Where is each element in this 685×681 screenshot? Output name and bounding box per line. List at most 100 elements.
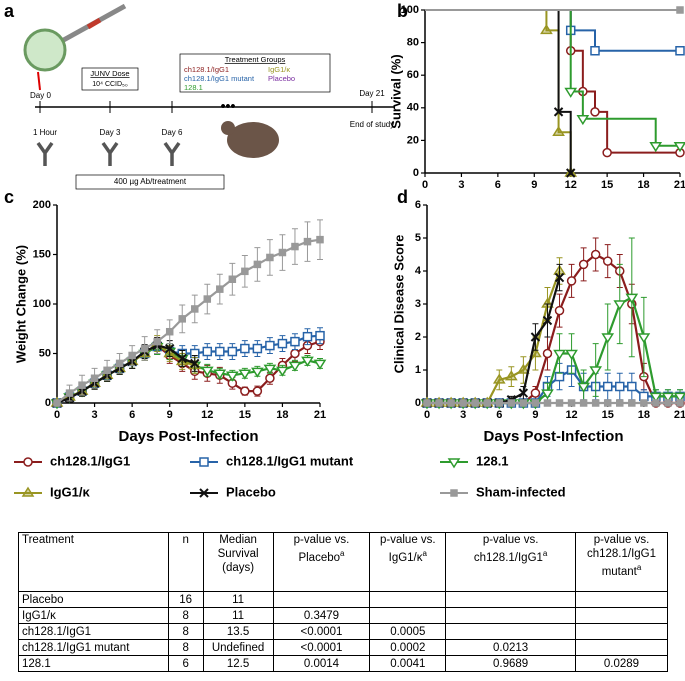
marker (579, 399, 588, 407)
panel-label: d (397, 187, 408, 207)
table-cell: IgG1/κ (18, 607, 169, 624)
label: Day 21 (359, 89, 385, 98)
marker (541, 389, 554, 400)
marker (241, 267, 249, 276)
header-cell: p-value vs. Placeboa (272, 532, 371, 592)
header-note: a (542, 549, 548, 558)
marker (191, 305, 199, 313)
marker (673, 142, 685, 153)
label: 10⁴ CCID₅₀ (92, 81, 128, 88)
marker (649, 142, 663, 153)
table-cell: 0.0041 (369, 655, 447, 672)
table-cell (575, 639, 668, 656)
marker (240, 386, 250, 396)
marker (471, 399, 479, 407)
header-text: p-value vs. IgG1/κ (380, 534, 436, 564)
y-tick-label: 150 (33, 248, 51, 260)
legend-label: Sham-infected (476, 484, 566, 499)
marker (566, 168, 576, 178)
marker (518, 388, 529, 398)
header-text: p-value vs. ch128.1/IgG1 mutant (586, 534, 657, 578)
x-tick-label: 3 (458, 179, 464, 191)
marker (567, 399, 576, 407)
x-tick-label: 15 (239, 409, 251, 421)
marker (507, 399, 516, 407)
label: Treatment Groups (225, 55, 286, 64)
marker (200, 366, 214, 377)
marker (552, 125, 565, 136)
y-tick-label: 100 (401, 4, 419, 16)
marker (302, 331, 313, 342)
marker (216, 285, 224, 293)
y-tick-label: 4 (415, 265, 422, 277)
groups-box (179, 53, 331, 93)
table-cell: Placebo (18, 591, 169, 608)
x-tick-label: 9 (532, 409, 538, 421)
marker (576, 114, 590, 126)
marker (554, 371, 565, 382)
table-cell: 0.3479 (272, 607, 371, 624)
marker (601, 333, 615, 344)
header-cell: n (167, 532, 204, 592)
legend-marker (450, 489, 458, 497)
table-cell (445, 591, 577, 608)
table-cell (445, 607, 577, 624)
table-cell (575, 591, 668, 608)
marker (652, 399, 660, 407)
marker (542, 348, 553, 359)
marker (590, 46, 600, 56)
marker (165, 327, 174, 336)
marker (240, 343, 250, 354)
table-cell: 0.0014 (272, 655, 371, 672)
figure: a b c d Day 0 JUNV Dose 10⁴ CCID₅₀ Treat… (4, 1, 685, 499)
header-cell: p-value vs. ch128.1/IgG1 mutanta (575, 532, 668, 592)
table-cell: 0.0289 (575, 655, 668, 672)
marker (301, 356, 314, 367)
table-cell: 11 (202, 607, 274, 624)
x-tick-label: 0 (422, 179, 428, 191)
x-tick-label: 6 (496, 409, 502, 421)
marker (542, 315, 553, 326)
y-tick-label: 200 (33, 199, 51, 211)
marker (115, 359, 124, 368)
legend-label: Placebo (226, 484, 276, 499)
marker (90, 374, 99, 382)
marker (616, 399, 624, 407)
header-note: a (636, 563, 642, 572)
marker (637, 333, 651, 344)
table-cell: 0.0002 (369, 639, 447, 656)
marker (303, 237, 312, 246)
x-tick-label: 18 (638, 409, 650, 421)
marker (661, 392, 675, 403)
table-cell: 8 (167, 623, 204, 640)
table-cell (445, 623, 577, 640)
header-cell: Treatment (18, 532, 169, 592)
y-tick-label: 3 (415, 298, 421, 310)
panel-label: b (397, 1, 408, 21)
x-tick-label: 3 (92, 409, 98, 421)
marker (263, 364, 277, 375)
x-tick-label: 12 (201, 409, 213, 421)
y-tick-label: 1 (415, 364, 421, 376)
marker (265, 373, 275, 383)
table-row: ch128.1/IgG1 mutant 8 Undefined <0.0001 0.00… (18, 639, 668, 656)
ellipsis: ••• (221, 98, 236, 114)
marker (613, 300, 627, 311)
ab-box (75, 174, 225, 190)
marker (591, 399, 600, 407)
panel-label: c (4, 187, 14, 207)
marker (495, 399, 504, 407)
x-tick-label: 9 (531, 179, 537, 191)
y-tick-label: 5 (415, 232, 421, 244)
x-tick-label: 15 (602, 409, 614, 421)
header-text: n (182, 534, 189, 546)
legend-label: 128.1 (476, 453, 509, 468)
marker (447, 399, 455, 407)
header-note: a (340, 549, 345, 558)
syringe-dose (86, 17, 102, 30)
marker (627, 381, 637, 392)
y-tick-label: 0 (413, 167, 419, 179)
marker (553, 107, 564, 117)
marker (675, 46, 685, 56)
